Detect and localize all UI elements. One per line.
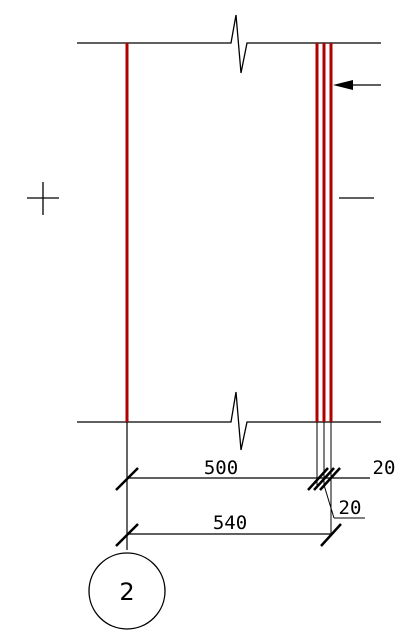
dimension-text-540: 540 [213, 512, 247, 534]
tick-540-right [320, 523, 342, 547]
tick-500-left [115, 467, 139, 491]
dimension-text-20-bottom: 20 [339, 497, 362, 519]
arrow-head-icon [333, 80, 353, 90]
tick-500-c [319, 467, 341, 491]
grid-axis-bubble [88, 552, 166, 630]
tick-500-a [307, 467, 329, 491]
bottom-break-line [77, 391, 381, 451]
dimension-text-500: 500 [204, 457, 238, 479]
grid-axis-label: 2 [119, 578, 134, 606]
dimension-text-20-top: 20 [373, 457, 396, 479]
top-break-line [77, 14, 381, 74]
leader-line-20 [323, 484, 335, 519]
tick-500-b [313, 467, 335, 491]
tick-540-left [115, 523, 139, 547]
